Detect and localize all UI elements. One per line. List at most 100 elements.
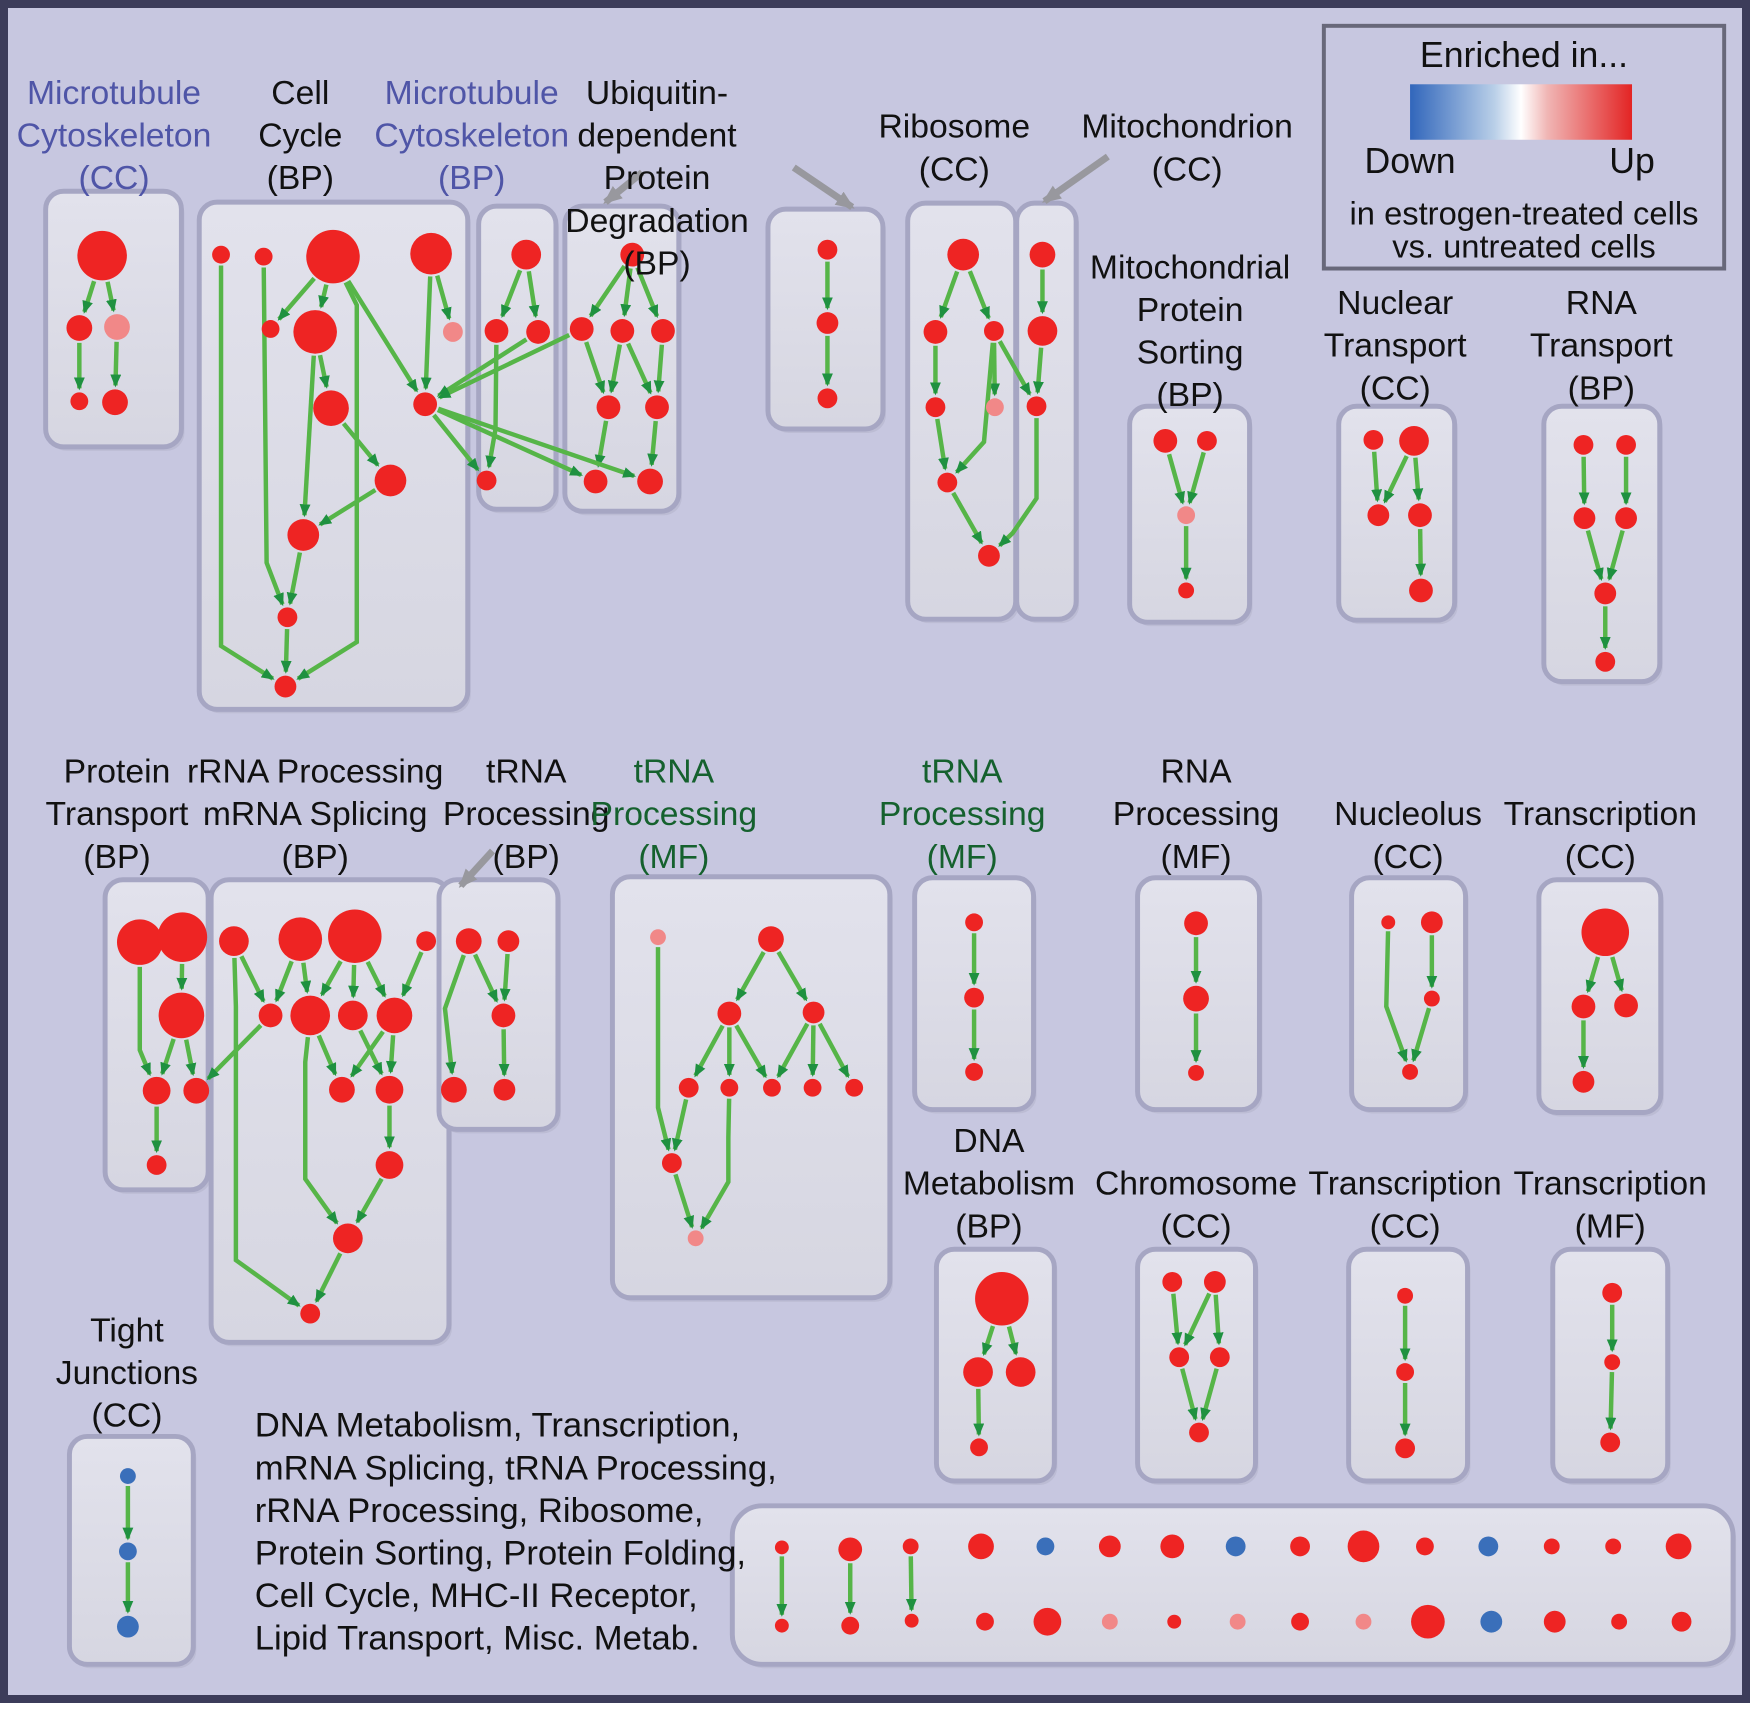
go-term-node-misc-ma6 — [1098, 1535, 1121, 1558]
go-term-node-trna-mf-small-c2 — [964, 987, 984, 1008]
cluster-label-line: tRNA — [486, 754, 567, 791]
go-term-node-rrna-g4 — [416, 931, 437, 952]
cluster-label-line: (CC) — [1360, 370, 1431, 407]
cluster-label-line: (BP) — [281, 839, 348, 876]
go-term-node-misc-mb4 — [976, 1612, 994, 1631]
go-term-node-transcription-cc-mid-f2 — [1571, 994, 1596, 1019]
cluster-label-line: (MF) — [927, 839, 998, 876]
go-edge — [420, 276, 433, 391]
label-pointer-arrow-1 — [791, 164, 855, 210]
go-term-node-ribosome-r1 — [947, 238, 980, 271]
go-term-node-chromosome-l4 — [1209, 1347, 1230, 1368]
misc-categories-text: DNA Metabolism, Transcription, mRNA Splic… — [255, 1407, 777, 1658]
go-edge — [1415, 529, 1427, 577]
cluster-label-line: Transcription — [1308, 1166, 1501, 1203]
go-edge — [1371, 451, 1383, 503]
cluster-label-mt-cc: Microtubule Cytoskeleton (CC) — [17, 75, 212, 197]
go-edge — [435, 275, 452, 321]
cluster-nuclear-transport-box — [1336, 403, 1458, 623]
go-term-node-ribosome-r2 — [923, 320, 948, 344]
cluster-label-transcription-mf: Transcription (MF) — [1514, 1166, 1707, 1246]
go-term-node-tight-junctions-j2 — [118, 1542, 137, 1561]
nodes-layer — [66, 229, 1692, 1639]
go-edge — [647, 420, 659, 467]
legend-caption-line1: in estrogen-treated cells — [1350, 195, 1699, 232]
go-term-node-ubi-a-u3 — [610, 319, 635, 343]
go-edge — [1183, 1292, 1212, 1347]
go-edge — [314, 1252, 343, 1303]
go-term-node-misc-mb2 — [841, 1616, 860, 1635]
cluster-misc-box — [729, 1503, 1736, 1667]
go-term-node-misc-ma4 — [968, 1533, 994, 1560]
go-term-node-cell-cycle-n7 — [442, 322, 463, 342]
cluster-label-line: (CC) — [1161, 1208, 1232, 1245]
cluster-label-line: Mitochondrial — [1090, 249, 1290, 286]
go-term-node-misc-mb1 — [774, 1618, 789, 1633]
go-term-node-misc-ma11 — [1416, 1537, 1434, 1556]
cluster-chromosome-box — [1135, 1246, 1258, 1484]
cluster-label-line: Microtubule — [27, 75, 201, 112]
label-pointer-arrow-2 — [1042, 153, 1110, 205]
go-term-node-rrna-g6 — [290, 995, 331, 1036]
go-edge — [385, 1035, 397, 1074]
cluster-rna-transport-box — [1541, 403, 1663, 685]
go-term-node-rna-proc-mf-d1 — [1184, 911, 1208, 936]
go-term-node-mt-bp-m1 — [511, 239, 542, 270]
go-term-node-cell-cycle-n6 — [293, 310, 337, 354]
go-edge — [1033, 347, 1044, 395]
cluster-label-line: Transport — [46, 796, 190, 833]
go-term-node-ubi-a-u6 — [645, 395, 669, 420]
misc-categories-line: Protein Sorting, Protein Folding, — [255, 1534, 746, 1572]
go-term-node-misc-mb13 — [1543, 1610, 1566, 1633]
go-term-node-trna-mf-big-b2 — [758, 926, 784, 953]
cluster-label-line: Junctions — [56, 1355, 198, 1392]
go-edge — [318, 284, 329, 309]
go-edge — [232, 957, 301, 1308]
label-pointer-arrow-0 — [603, 169, 645, 205]
go-edge — [1605, 1372, 1617, 1431]
cluster-label-rna-proc-mf: RNA Processing (MF) — [1113, 754, 1280, 876]
cluster-label-transcription-cc-mid: Transcription (CC) — [1504, 796, 1697, 876]
cluster-label-mt-bp: Microtubule Cytoskeleton (BP) — [374, 75, 569, 197]
go-term-node-protein-transport-t3 — [158, 992, 205, 1039]
go-term-node-transcription-mf-z2 — [1604, 1354, 1621, 1371]
cluster-label-line: Metabolism — [903, 1166, 1075, 1203]
cluster-label-line: Microtubule — [385, 75, 559, 112]
legend-up-label: Up — [1609, 141, 1655, 181]
go-term-node-misc-mb6 — [1101, 1613, 1118, 1630]
cluster-label-line: Protein — [604, 160, 711, 197]
go-term-node-misc-ma1 — [774, 1540, 789, 1555]
cluster-label-protein-transport: Protein Transport (BP) — [46, 754, 190, 876]
cluster-label-line: RNA — [1566, 285, 1638, 322]
go-term-node-chromosome-l1 — [1162, 1272, 1183, 1292]
go-edge — [1384, 931, 1409, 1063]
go-edge — [346, 279, 419, 393]
go-term-node-ubi-a-u5 — [596, 395, 621, 420]
go-term-node-misc-mb10 — [1355, 1613, 1372, 1630]
legend-caption-line2: vs. untreated cells — [1392, 227, 1655, 264]
cluster-label-line: Ribosome — [878, 109, 1030, 146]
misc-categories-line: Lipid Transport, Misc. Metab. — [255, 1620, 700, 1658]
go-term-node-chromosome-l3 — [1169, 1347, 1190, 1368]
go-term-node-misc-ma9 — [1290, 1536, 1310, 1557]
go-edge — [734, 1024, 768, 1079]
go-edge — [951, 491, 984, 545]
go-edge — [526, 270, 540, 319]
cluster-label-line: Protein — [64, 754, 171, 791]
go-term-node-ubi-b-v1 — [817, 239, 838, 260]
go-edge — [626, 342, 653, 395]
go-term-node-trna-mf-big-b1 — [650, 929, 666, 946]
go-edge — [905, 1556, 917, 1612]
cluster-label-trna-mf-small: tRNA Processing (MF) — [879, 754, 1046, 876]
go-edge — [584, 341, 606, 395]
go-edge — [607, 344, 623, 394]
go-edge — [588, 264, 627, 318]
go-term-node-trna-mf-big-b10 — [661, 1153, 682, 1173]
cluster-label-line: Transport — [1324, 328, 1468, 365]
cluster-label-ribosome: Ribosome (CC) — [878, 109, 1030, 189]
cluster-label-nuclear-transport: Nuclear Transport (CC) — [1324, 285, 1468, 407]
cluster-label-line: tRNA — [922, 754, 1003, 791]
go-term-node-mt-bp-m3 — [526, 320, 550, 344]
go-edge — [318, 488, 377, 527]
go-term-node-trna-mf-small-c1 — [965, 913, 984, 932]
